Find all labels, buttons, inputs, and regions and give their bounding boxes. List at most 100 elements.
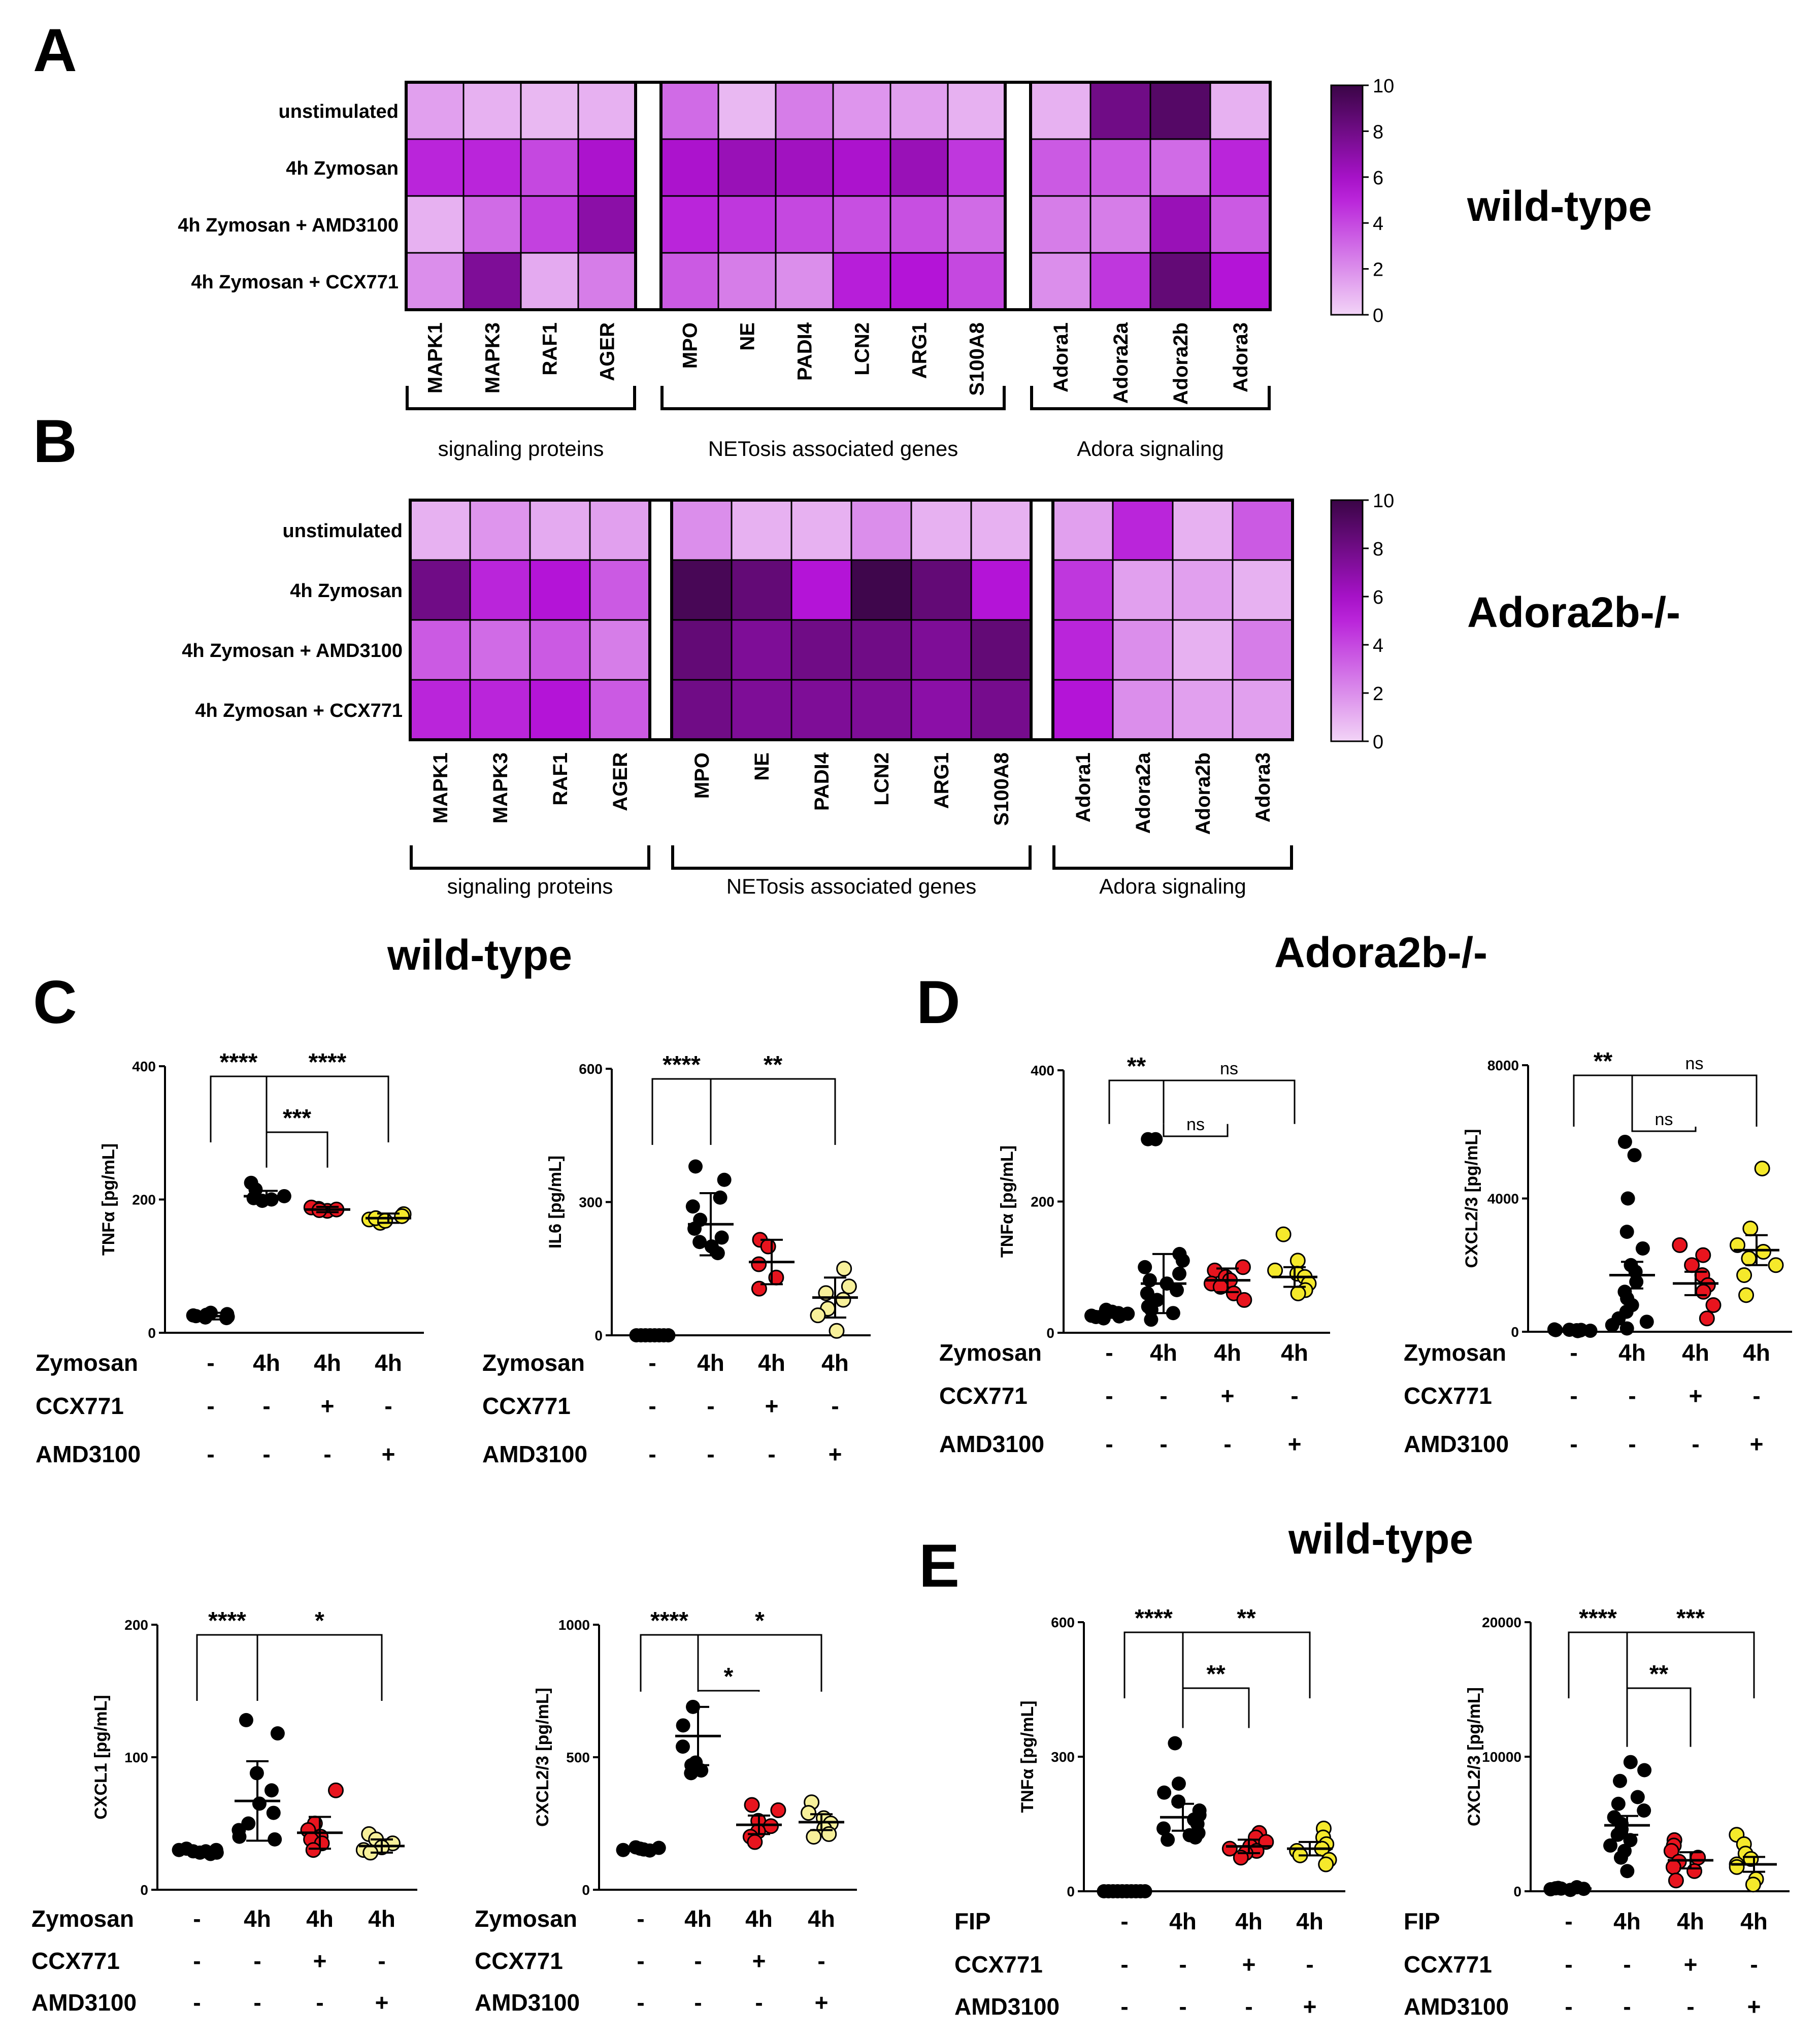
colorbar (1330, 84, 1364, 316)
data-point (835, 1292, 851, 1308)
significance-label: ** (1649, 1661, 1669, 1688)
y-tick-label: 200 (132, 1192, 156, 1208)
heatmap-cell (947, 195, 1006, 254)
y-tick-label: 600 (1051, 1615, 1075, 1630)
heatmap-col-label: LCN2 (871, 752, 893, 805)
data-point (1729, 1237, 1745, 1253)
condition-value: - (193, 1989, 201, 2016)
heatmap-col-label: RAF1 (539, 322, 561, 375)
condition-row-label: AMD3100 (31, 1989, 137, 2016)
heatmap-A: unstimulated 4h Zymosan 4h Zymosan + AMD31… (178, 76, 1394, 461)
condition-row-label: CCX771 (482, 1393, 571, 1419)
panel-label-d: D (916, 968, 961, 1036)
heatmap-cell (405, 252, 465, 311)
heatmap-cell (1232, 559, 1294, 621)
condition-value: + (1684, 1951, 1698, 1978)
heatmap-cell (529, 499, 591, 561)
y-tick-label: 300 (1051, 1749, 1075, 1765)
condition-value: - (1306, 1951, 1313, 1978)
data-point (1267, 1262, 1283, 1278)
heatmap-cell (1089, 81, 1151, 140)
data-point (836, 1261, 852, 1277)
heatmap-row-label: 4h Zymosan + AMD3100 (178, 215, 399, 236)
condition-value: - (262, 1393, 270, 1419)
data-point (1169, 1283, 1184, 1297)
condition-value: - (1565, 1908, 1572, 1934)
condition-row-label: Zymosan (939, 1339, 1042, 1366)
condition-value: - (1223, 1431, 1231, 1457)
condition-value: - (207, 1393, 214, 1419)
condition-value: 4h (253, 1350, 280, 1376)
heatmap-cell (889, 138, 949, 197)
condition-value: + (815, 1989, 829, 2016)
group-label: NETosis associated genes (708, 437, 958, 461)
heatmap-row-label: unstimulated (283, 520, 403, 542)
heatmap-cell (850, 499, 912, 561)
data-point (1665, 1859, 1681, 1875)
heatmap-cell (717, 252, 777, 311)
group-label: signaling proteins (447, 874, 613, 898)
heatmap-cell (775, 138, 834, 197)
heatmap-row-label: 4h Zymosan + AMD3100 (182, 640, 403, 662)
heatmap-cell (577, 195, 637, 254)
heatmap-cell (1112, 559, 1174, 621)
condition-value: + (1750, 1431, 1764, 1457)
heatmap-col-label: PADI4 (811, 752, 833, 811)
significance-label: **** (663, 1051, 701, 1078)
data-point (1699, 1310, 1715, 1327)
significance-bracket (1182, 1687, 1250, 1728)
heatmap-cell (529, 619, 591, 681)
condition-value: - (1120, 1908, 1128, 1934)
data-point (1745, 1877, 1761, 1893)
significance-bracket (1182, 1631, 1311, 1698)
data-point (1156, 1821, 1171, 1836)
data-point (685, 1199, 700, 1214)
data-point (252, 1796, 267, 1811)
condition-value: + (829, 1441, 842, 1467)
data-point (264, 1783, 279, 1798)
data-point (1754, 1160, 1770, 1176)
significance-label: ** (1127, 1053, 1146, 1080)
heatmap-col-label: LCN2 (851, 322, 874, 375)
data-point (1289, 1253, 1306, 1269)
significance-label: **** (650, 1607, 688, 1634)
group-label: Adora signaling (1099, 874, 1246, 898)
heatmap-cell (1172, 679, 1234, 741)
heatmap-col-label: Adora3 (1252, 752, 1274, 823)
condition-value: - (1570, 1383, 1577, 1409)
data-point (1623, 1833, 1638, 1848)
significance-label: * (315, 1607, 324, 1634)
condition-row-label: Zymosan (475, 1905, 577, 1932)
data-point (1695, 1284, 1711, 1300)
heatmap-cell (1209, 81, 1271, 140)
heatmap-cell (409, 679, 471, 741)
significance-label: ** (1237, 1605, 1256, 1632)
y-tick-label: 600 (579, 1061, 603, 1077)
heatmap-cell (1030, 81, 1091, 140)
heatmap-cell (790, 499, 852, 561)
heatmap-cell (577, 81, 637, 140)
condition-value: 4h (1677, 1908, 1704, 1934)
data-point (1157, 1785, 1172, 1800)
data-point (1275, 1226, 1292, 1242)
data-point (1221, 1840, 1238, 1857)
heatmap-cell (469, 559, 531, 621)
y-axis-label: TNFα [pg/mL] (998, 1145, 1017, 1258)
significance-label: **** (1135, 1605, 1173, 1632)
data-point (1611, 1796, 1626, 1811)
condition-value: - (207, 1350, 214, 1376)
heatmap-cell (970, 559, 1032, 621)
data-point (1138, 1260, 1152, 1274)
heatmap-cell (1209, 252, 1271, 311)
data-point (246, 1191, 261, 1205)
scatter-D1: 0 200 400 TNFα [pg/mL] ** ns ns Zymosan - 4h 4h 4h C… (939, 1053, 1330, 1457)
condition-value: 4h (368, 1905, 395, 1932)
condition-value: - (648, 1393, 656, 1419)
data-point (1620, 1191, 1635, 1206)
data-point (1741, 1251, 1757, 1267)
data-point (1729, 1859, 1745, 1875)
heatmap-cell (1112, 679, 1174, 741)
condition-value: - (1120, 1951, 1128, 1978)
